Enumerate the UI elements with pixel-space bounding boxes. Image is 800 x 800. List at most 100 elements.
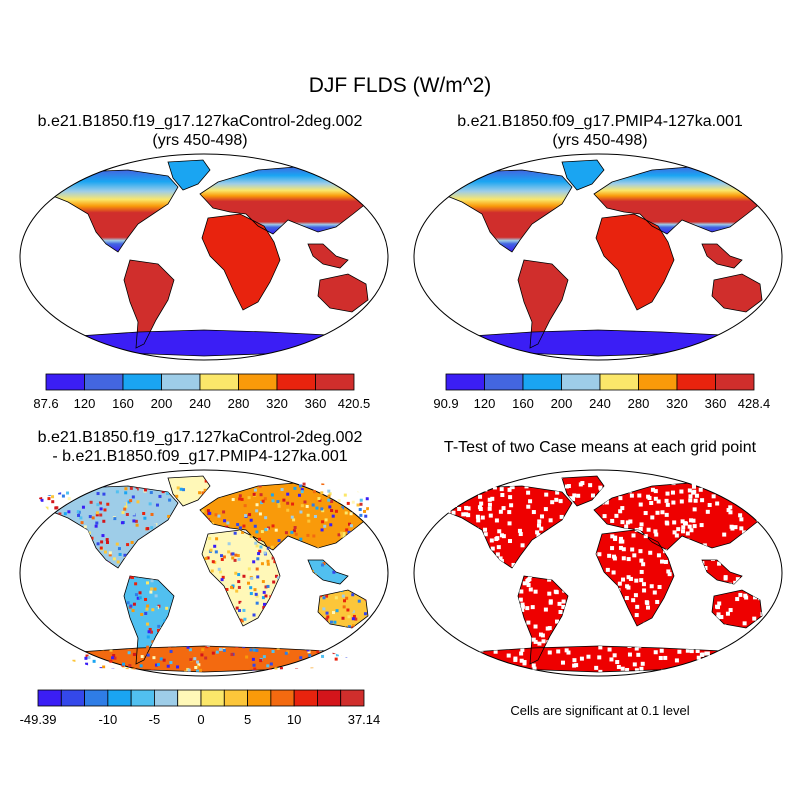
- diff-cell: [352, 614, 356, 618]
- insignificant-cell: [526, 490, 531, 495]
- diff-cell: [39, 580, 43, 584]
- diff-cell: [103, 639, 107, 643]
- diff-cell: [383, 499, 386, 502]
- diff-cell: [35, 676, 38, 678]
- insignificant-cell: [447, 653, 452, 658]
- insignificant-cell: [727, 635, 732, 640]
- diff-cell: [387, 607, 390, 610]
- diff-cell: [157, 604, 161, 608]
- diff-cell: [143, 666, 147, 670]
- insignificant-cell: [555, 563, 560, 568]
- diff-cell: [233, 677, 236, 678]
- diff-cell: [89, 600, 93, 604]
- insignificant-cell: [726, 560, 731, 565]
- diff-cell: [216, 479, 220, 483]
- diff-cell: [372, 528, 375, 531]
- diff-cell: [85, 662, 89, 666]
- diff-cell: [300, 490, 304, 494]
- insignificant-cell: [691, 481, 696, 486]
- diff-cell: [132, 652, 136, 656]
- diff-panel-title: b.e21.B1850.f19_g17.127kaControl-2deg.00…: [0, 428, 400, 466]
- diff-cell: [209, 494, 213, 498]
- diff-cell: [314, 478, 318, 482]
- diff-cell: [211, 598, 215, 602]
- colorbar-swatch: [445, 373, 485, 391]
- insignificant-cell: [441, 541, 446, 546]
- diff-cell: [302, 633, 306, 637]
- insignificant-cell: [541, 639, 546, 644]
- diff-cell: [187, 622, 191, 626]
- colorbar-swatch: [45, 373, 85, 391]
- diff-cell: [233, 634, 237, 638]
- landmass-africa: [596, 530, 674, 626]
- diff-cell: [215, 485, 219, 489]
- insignificant-cell: [536, 533, 541, 538]
- diff-cell: [169, 661, 173, 665]
- diff-cell: [160, 479, 164, 483]
- diff-cell: [145, 607, 149, 611]
- colorbar-tick-label: 200: [551, 396, 573, 411]
- diff-cell: [249, 518, 253, 522]
- diff-cell: [152, 656, 156, 660]
- diff-cell: [38, 476, 39, 479]
- insignificant-cell: [544, 492, 549, 497]
- diff-cell: [265, 635, 269, 639]
- insignificant-cell: [465, 615, 470, 620]
- diff-cell: [318, 472, 321, 475]
- diff-cell: [270, 611, 274, 615]
- diff-cell: [147, 557, 151, 561]
- insignificant-cell: [479, 648, 484, 653]
- insignificant-cell: [653, 489, 658, 494]
- insignificant-cell: [594, 665, 599, 670]
- diff-cell: [330, 509, 334, 513]
- insignificant-cell: [413, 535, 417, 539]
- diff-cell: [197, 516, 201, 520]
- diff-cell: [125, 512, 129, 516]
- diff-cell: [208, 577, 212, 581]
- insignificant-cell: [726, 508, 731, 513]
- diff-cell: [135, 487, 139, 491]
- insignificant-cell: [553, 476, 558, 477]
- diff-cell: [269, 608, 273, 612]
- diff-cell: [38, 578, 40, 582]
- insignificant-cell: [627, 643, 632, 648]
- diff-cell: [79, 483, 83, 487]
- insignificant-cell: [638, 526, 643, 531]
- diff-cell: [220, 578, 224, 582]
- insignificant-cell: [578, 482, 583, 487]
- diff-cell: [77, 663, 81, 667]
- diff-cell: [233, 623, 237, 627]
- insignificant-cell: [687, 471, 691, 475]
- insignificant-cell: [467, 656, 472, 661]
- diff-cell: [77, 513, 81, 517]
- insignificant-cell: [535, 530, 540, 535]
- diff-cell: [54, 469, 57, 472]
- diff-cell: [292, 529, 296, 533]
- diff-cell: [312, 534, 316, 538]
- diff-cell: [244, 485, 248, 489]
- insignificant-cell: [682, 521, 687, 526]
- diff-cell: [255, 567, 259, 571]
- insignificant-cell: [583, 607, 588, 612]
- diff-cell: [347, 615, 351, 619]
- diff-cell: [283, 597, 287, 601]
- diff-cell: [40, 491, 44, 495]
- diff-cell: [332, 570, 336, 574]
- diff-cell: [31, 619, 34, 622]
- insignificant-cell: [567, 617, 572, 622]
- insignificant-cell: [780, 528, 784, 532]
- diff-cell: [213, 544, 217, 548]
- diff-cell: [185, 641, 189, 645]
- diff-cell: [154, 575, 158, 579]
- diff-cell: [341, 594, 345, 598]
- insignificant-cell: [770, 566, 774, 570]
- diff-cell: [82, 643, 86, 647]
- diff-cell: [31, 482, 34, 485]
- insignificant-cell: [684, 634, 689, 639]
- diff-cell: [96, 492, 100, 496]
- diff-cell: [103, 629, 107, 633]
- insignificant-cell: [490, 496, 495, 501]
- insignificant-cell: [691, 518, 696, 523]
- diff-cell: [25, 567, 28, 570]
- insignificant-cell: [719, 653, 724, 658]
